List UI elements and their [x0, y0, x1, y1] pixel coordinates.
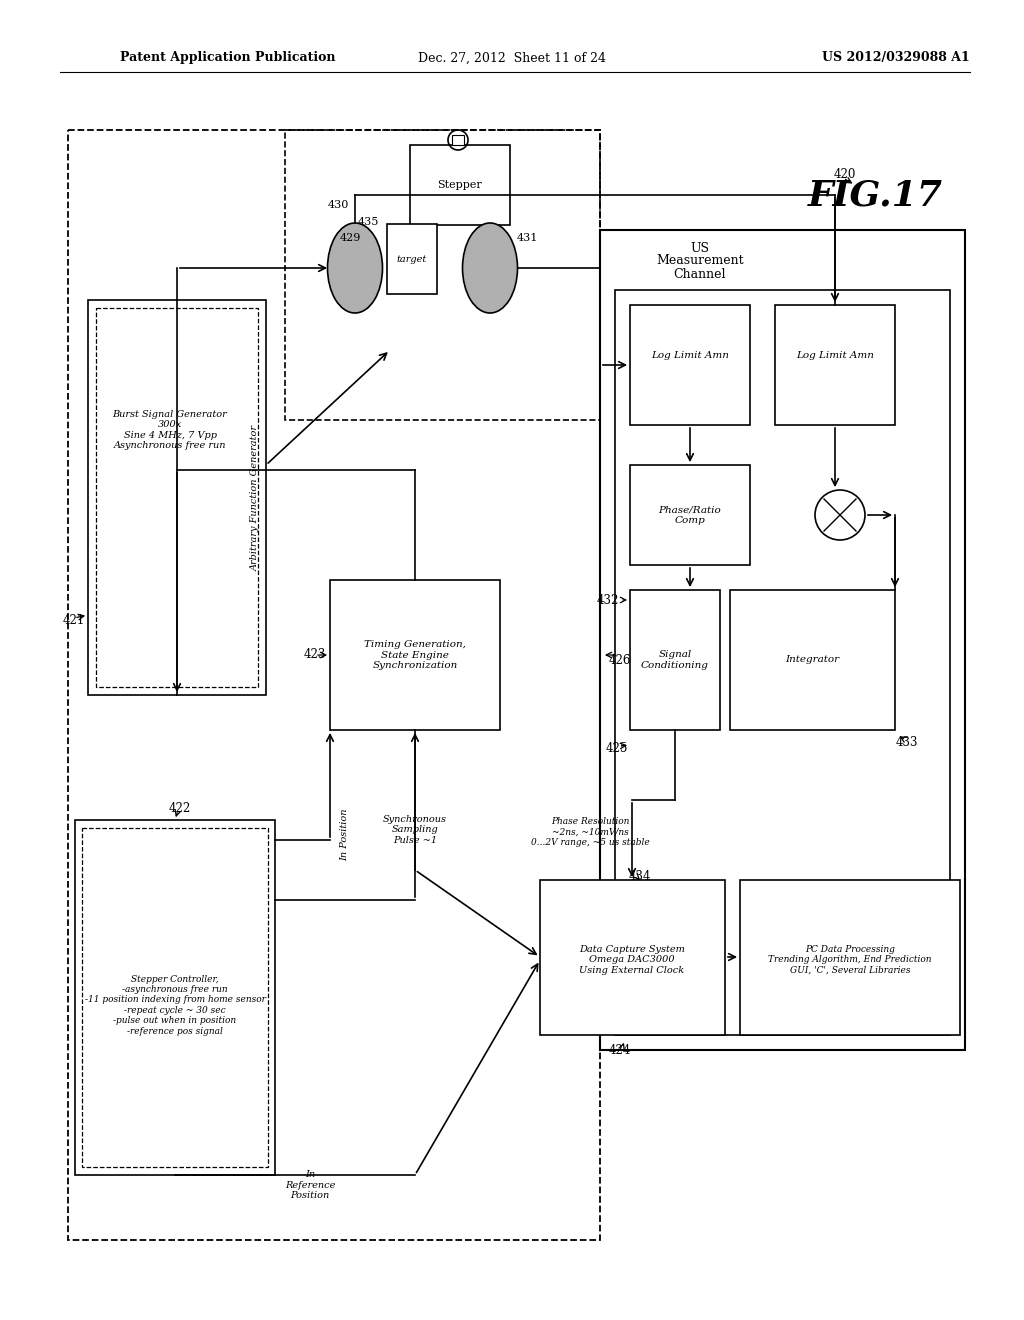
Bar [96, 308, 258, 686]
Text: In Position: In Position [341, 809, 349, 861]
Text: US 2012/0329088 A1: US 2012/0329088 A1 [822, 51, 970, 65]
Bar [68, 129, 600, 1239]
Text: Data Capture System
Omega DAC3000
Using External Clock: Data Capture System Omega DAC3000 Using … [579, 945, 685, 975]
Text: 433: 433 [896, 735, 919, 748]
Text: Timing Generation,
State Engine
Synchronization: Timing Generation, State Engine Synchron… [365, 640, 466, 671]
Bar [630, 305, 750, 425]
Bar [285, 129, 600, 420]
Bar [410, 145, 510, 224]
Bar [387, 224, 437, 294]
Bar [775, 305, 895, 425]
Text: 421: 421 [62, 614, 85, 627]
Bar [452, 135, 464, 145]
Bar [540, 880, 725, 1035]
Text: Phase/Ratio
Comp: Phase/Ratio Comp [658, 506, 721, 525]
Bar [630, 590, 720, 730]
Bar [615, 290, 950, 1035]
Text: 424: 424 [609, 1044, 631, 1056]
Text: Phase Resolution
~2ns, ~10mV/ns
0...2V range, ~5 us stable: Phase Resolution ~2ns, ~10mV/ns 0...2V r… [530, 817, 649, 847]
Text: Stepper: Stepper [437, 180, 482, 190]
Text: 420: 420 [834, 169, 856, 181]
Text: 434: 434 [629, 870, 651, 883]
Text: 426: 426 [609, 653, 631, 667]
Text: 431: 431 [516, 234, 538, 243]
Ellipse shape [463, 223, 517, 313]
Text: Log Limit Amn: Log Limit Amn [651, 351, 729, 359]
Bar [600, 230, 965, 1049]
Text: 430: 430 [328, 201, 349, 210]
Text: Measurement: Measurement [656, 255, 743, 268]
Bar [630, 465, 750, 565]
Text: Channel: Channel [674, 268, 726, 281]
Text: Signal
Conditioning: Signal Conditioning [641, 651, 709, 669]
Bar [75, 820, 275, 1175]
Text: 429: 429 [339, 234, 360, 243]
Text: US: US [690, 242, 710, 255]
Text: 422: 422 [169, 801, 191, 814]
Text: PC Data Processing
Trending Algorithm, End Prediction
GUI, 'C', Several Librarie: PC Data Processing Trending Algorithm, E… [768, 945, 932, 975]
Text: Arbitrary Function Generator: Arbitrary Function Generator [251, 425, 259, 572]
Text: 425: 425 [606, 742, 628, 755]
Bar [730, 590, 895, 730]
Text: FIG.17: FIG.17 [808, 178, 942, 213]
Text: Dec. 27, 2012  Sheet 11 of 24: Dec. 27, 2012 Sheet 11 of 24 [418, 51, 606, 65]
Text: Burst Signal Generator
300x
Sine 4 MHz, 7 Vpp
Asynchronous free run: Burst Signal Generator 300x Sine 4 MHz, … [113, 411, 227, 450]
Bar [82, 828, 268, 1167]
Bar [330, 579, 500, 730]
Text: Patent Application Publication: Patent Application Publication [120, 51, 336, 65]
Bar [740, 880, 961, 1035]
Text: Log Limit Amn: Log Limit Amn [796, 351, 873, 359]
Text: Integrator: Integrator [785, 656, 839, 664]
Text: target: target [397, 255, 427, 264]
Text: Synchronous
Sampling
Pulse ~1: Synchronous Sampling Pulse ~1 [383, 814, 447, 845]
Bar [88, 300, 266, 696]
Text: 423: 423 [304, 648, 327, 661]
Ellipse shape [328, 223, 383, 313]
Text: In
Reference
Position: In Reference Position [285, 1170, 335, 1200]
Text: 435: 435 [357, 216, 379, 227]
Text: Stepper Controller,
-asynchronous free run
-11 position indexing from home senso: Stepper Controller, -asynchronous free r… [85, 974, 265, 1035]
Text: 432: 432 [597, 594, 620, 606]
